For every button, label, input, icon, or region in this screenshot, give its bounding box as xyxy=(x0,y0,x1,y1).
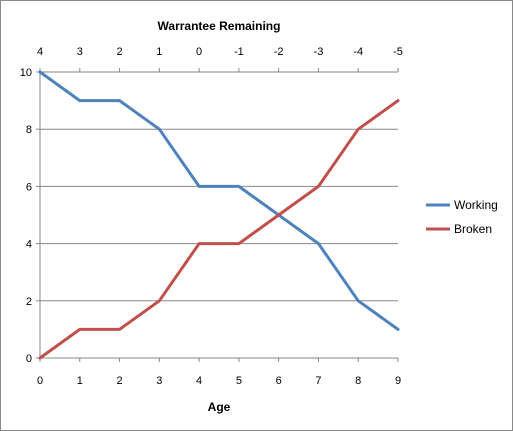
series-lines xyxy=(38,70,400,360)
x-tick-label: 7 xyxy=(315,375,321,387)
top-tick-label: -5 xyxy=(393,46,403,58)
series-line-working xyxy=(38,70,400,331)
x-tick-label: 0 xyxy=(37,375,43,387)
x-tick-label: 4 xyxy=(196,375,202,387)
top-tick-label: 1 xyxy=(156,46,162,58)
legend: Working Broken xyxy=(426,198,498,236)
top-tick-label: 2 xyxy=(116,46,122,58)
legend-label-broken: Broken xyxy=(454,222,492,236)
top-axis-title: Warrantee Remaining xyxy=(158,19,281,33)
x-tick-label: 3 xyxy=(156,375,162,387)
y-tick-label: 0 xyxy=(26,353,32,365)
x-tick-label: 2 xyxy=(116,375,122,387)
y-tick-label: 10 xyxy=(20,67,32,79)
top-tick-label: 3 xyxy=(77,46,83,58)
x-tick-label: 8 xyxy=(355,375,361,387)
x-tick-label: 1 xyxy=(77,375,83,387)
top-tick-label: -4 xyxy=(353,46,363,58)
legend-label-working: Working xyxy=(454,198,498,212)
y-tick-label: 4 xyxy=(26,239,32,251)
y-tick-label: 6 xyxy=(26,181,32,193)
y-tick-label: 8 xyxy=(26,124,32,136)
y-tick-label: 2 xyxy=(26,296,32,308)
top-tick-label: -1 xyxy=(234,46,244,58)
x-tick-label: 5 xyxy=(236,375,242,387)
series-line-broken xyxy=(38,99,400,360)
top-tick-label: -2 xyxy=(274,46,284,58)
x-axis-title: Age xyxy=(208,400,231,414)
axes xyxy=(36,68,399,362)
top-tick-label: -3 xyxy=(314,46,324,58)
top-tick-label: 0 xyxy=(196,46,202,58)
top-tick-label: 4 xyxy=(37,46,43,58)
x-tick-label: 6 xyxy=(276,375,282,387)
x-tick-label: 9 xyxy=(395,375,401,387)
